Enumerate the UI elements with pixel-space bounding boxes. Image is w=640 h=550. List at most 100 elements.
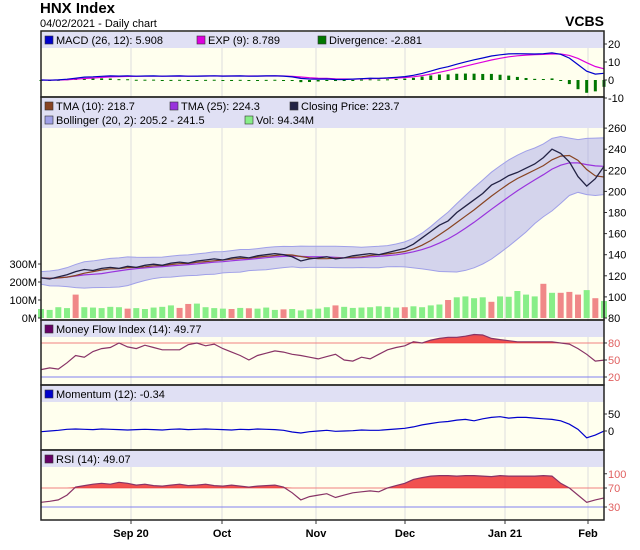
divergence-bar: [437, 74, 441, 80]
divergence-bar: [385, 79, 389, 81]
volume-bar: [176, 307, 183, 318]
volume-bar: [254, 308, 261, 318]
legend-band: [41, 321, 604, 337]
volume-bar: [583, 290, 590, 318]
volume-bar: [514, 291, 521, 318]
divergence-bar: [368, 79, 372, 81]
volume-bar: [219, 308, 226, 318]
legend-label: RSI (14): 49.07: [56, 454, 131, 466]
vol-tick-label: 200M: [9, 277, 37, 289]
y-tick-label: 260: [608, 123, 626, 135]
legend-label: TMA (25): 224.3: [181, 101, 260, 113]
macd-line: [40, 52, 605, 81]
divergence-bar: [351, 80, 355, 81]
volume-bar: [592, 298, 599, 318]
divergence-bar: [91, 78, 95, 80]
volume-bar: [462, 296, 469, 318]
volume-bar: [297, 310, 304, 318]
volume-bar: [55, 307, 62, 318]
closing-price-line: [40, 148, 605, 280]
divergence-bar: [489, 73, 493, 80]
legend-swatch: [44, 324, 54, 334]
panel-frame: [40, 449, 605, 521]
y-tick-label: 20: [608, 39, 620, 51]
y-tick-label: 200: [608, 186, 626, 198]
volume-bar: [141, 309, 148, 318]
volume-bar: [323, 307, 330, 318]
volume-bar: [159, 306, 166, 318]
divergence-bar: [299, 80, 303, 83]
volume-bar: [46, 309, 53, 318]
divergence-bar: [403, 78, 407, 80]
mfi-line: [40, 333, 605, 371]
legend-swatch: [289, 101, 299, 111]
volume-bar: [453, 297, 460, 318]
volume-bar: [471, 298, 478, 318]
y-tick-label: 30: [608, 502, 620, 514]
legend-label: Bollinger (20, 2): 205.2 - 241.5: [56, 115, 205, 127]
divergence-bar: [247, 80, 251, 81]
divergence-bar: [178, 79, 182, 81]
volume-bar: [410, 306, 417, 318]
volume-bar: [445, 300, 452, 318]
divergence-bar: [567, 80, 571, 85]
divergence-bar: [290, 80, 294, 81]
volume-bar: [228, 309, 235, 318]
volume-bar: [280, 309, 287, 318]
y-tick-label: 180: [608, 208, 626, 220]
divergence-bar: [342, 80, 346, 81]
volume-bar: [436, 304, 443, 318]
volume-bar: [289, 309, 296, 318]
divergence-bar: [212, 79, 216, 81]
legend-band: [41, 98, 604, 128]
volume-bar: [167, 305, 174, 318]
divergence-bar: [108, 78, 112, 80]
volume-bar: [488, 301, 495, 318]
panel-background: [41, 97, 604, 320]
divergence-bar: [134, 79, 138, 81]
volume-bar: [401, 307, 408, 318]
volume-bar: [479, 297, 486, 318]
legend-swatch: [44, 454, 54, 464]
volume-bar: [497, 296, 504, 318]
divergence-bar: [264, 79, 268, 81]
volume-bar: [115, 307, 122, 318]
divergence-bar: [429, 75, 433, 80]
divergence-bar: [282, 80, 286, 81]
y-tick-label: 100: [608, 292, 626, 304]
divergence-bar: [126, 79, 130, 81]
legend-label: MACD (26, 12): 5.908: [56, 35, 163, 47]
volume-bar: [237, 307, 244, 318]
divergence-bar: [169, 79, 173, 81]
divergence-bar: [143, 79, 147, 81]
divergence-bar: [256, 80, 260, 81]
legend-band: [41, 386, 604, 402]
volume-bar: [98, 308, 105, 318]
y-tick-label: 80: [608, 313, 620, 325]
divergence-bar: [481, 73, 485, 80]
x-tick-label: Dec: [395, 528, 415, 540]
divergence-bar: [593, 80, 597, 92]
y-tick-label: 100: [608, 469, 626, 481]
divergence-bar: [117, 79, 121, 81]
divergence-bar: [498, 74, 502, 80]
volume-bar: [211, 308, 218, 318]
volume-bar: [263, 307, 270, 318]
divergence-bar: [273, 79, 277, 81]
legend-label: Vol: 94.34M: [256, 115, 314, 127]
divergence-bar: [221, 80, 225, 81]
vol-tick-label: 0M: [22, 313, 37, 325]
rsi-line: [40, 474, 605, 503]
volume-bar: [124, 308, 131, 318]
y-tick-label: 50: [608, 355, 620, 367]
divergence-bar: [585, 80, 589, 93]
divergence-bar: [152, 79, 156, 81]
volume-bar: [332, 305, 339, 318]
divergence-bar: [230, 79, 234, 81]
chart-title: HNX Index: [40, 0, 116, 17]
volume-bar: [505, 296, 512, 318]
divergence-bar: [308, 80, 312, 82]
divergence-bar: [325, 80, 329, 81]
